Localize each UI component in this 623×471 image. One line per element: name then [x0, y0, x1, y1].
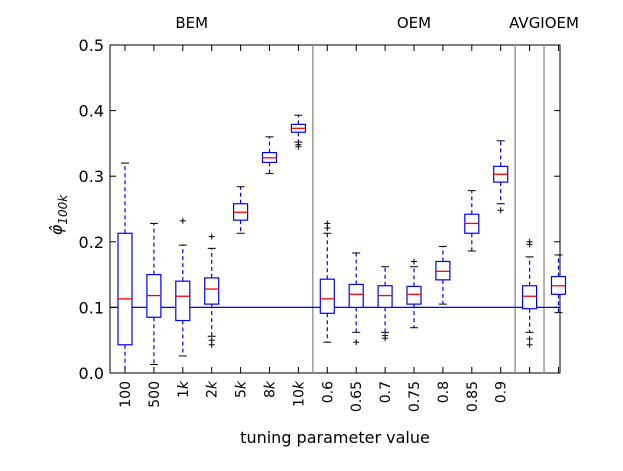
box-body [377, 285, 393, 309]
box-1 [117, 162, 133, 374]
group-label-bem: BEM [175, 14, 208, 32]
group-label-oem: OEM [397, 14, 431, 32]
x-tick-label-13: 0.85 [465, 381, 481, 412]
outlier-marker-1 [353, 339, 360, 346]
box-14 [493, 140, 509, 214]
x-tick-label-1: 100 [118, 381, 134, 408]
x-tick-label-9: 0.65 [349, 381, 365, 412]
x-tick-label-11: 0.75 [407, 381, 423, 412]
outlier-marker-3 [208, 233, 215, 240]
box-12 [435, 245, 451, 305]
y-tick-label-2: 0.1 [79, 298, 104, 317]
y-tick-label-5: 0.4 [79, 102, 104, 121]
box-15 [521, 238, 538, 348]
box-5 [233, 186, 249, 234]
outlier-marker-2 [382, 332, 389, 339]
box-9 [348, 252, 364, 346]
x-tick-label-7: 10k [291, 380, 307, 407]
outlier-marker-1 [411, 258, 417, 265]
x-tick-label-6: 8k [263, 380, 279, 398]
box-body [406, 285, 422, 305]
outlier-marker-2 [295, 141, 302, 148]
outlier-marker-2 [324, 220, 331, 227]
y-tick-label-3: 0.2 [79, 233, 104, 252]
x-axis-label: tuning parameter value [240, 428, 430, 447]
y-tick-label-4: 0.3 [79, 167, 104, 186]
box-body [175, 280, 191, 322]
y-axis-label: φ̂100k [47, 194, 70, 235]
y-tick-label-6: 0.5 [79, 36, 104, 55]
box-body [204, 277, 220, 305]
box-body [348, 283, 364, 309]
box-10 [377, 266, 393, 342]
outlier-marker-2 [526, 335, 533, 342]
outlier-marker-1 [497, 207, 504, 214]
x-tick-label-5: 5k [234, 380, 250, 398]
y-tick-label-1: 0.0 [79, 364, 104, 383]
outlier-marker-4 [526, 238, 533, 245]
x-tick-label-3: 1k [176, 380, 192, 398]
box-11 [406, 258, 422, 329]
box-7 [290, 114, 306, 150]
x-tick-label-14: 0.9 [494, 381, 510, 403]
box-8 [319, 220, 335, 343]
outlier-marker-1 [526, 341, 533, 348]
box-2 [146, 222, 162, 365]
box-body [521, 285, 538, 310]
box-body [117, 232, 133, 346]
box-body [319, 278, 335, 314]
outlier-marker-1 [179, 217, 186, 224]
box-4 [204, 233, 220, 348]
y-axis-label-base: φ̂ [47, 224, 66, 235]
box-13 [464, 190, 480, 252]
svg-text:φ̂100k: φ̂100k [47, 194, 70, 235]
box-3 [175, 217, 191, 357]
plot-area [109, 44, 561, 374]
x-tick-label-4: 2k [205, 380, 221, 398]
group-label-avgioem: AVGIOEM [509, 14, 579, 32]
box-body [435, 260, 451, 281]
x-tick-label-10: 0.7 [378, 381, 394, 403]
box-6 [261, 136, 278, 175]
x-tick-label-2: 500 [147, 381, 163, 408]
outlier-marker-2 [208, 337, 215, 344]
y-axis-label-subscript: 100k [56, 194, 70, 225]
box-16 [550, 254, 567, 314]
x-tick-label-8: 0.6 [320, 381, 336, 403]
x-tick-label-12: 0.8 [436, 381, 452, 403]
